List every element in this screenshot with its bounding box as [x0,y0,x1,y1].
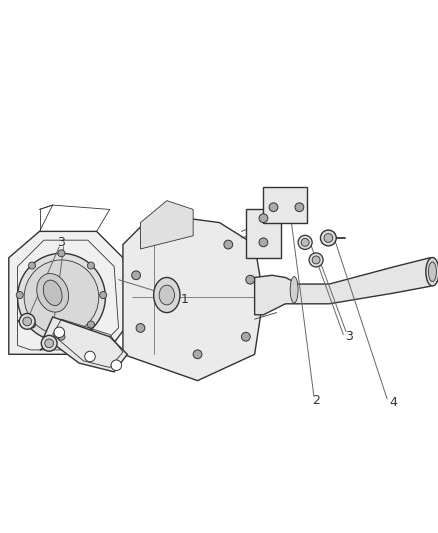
Circle shape [16,292,23,298]
Circle shape [87,321,94,328]
Polygon shape [44,317,127,372]
Circle shape [308,253,322,267]
Text: 3: 3 [57,236,65,249]
Circle shape [258,214,267,223]
Text: 2: 2 [311,394,319,407]
Ellipse shape [425,257,438,286]
Circle shape [28,321,35,328]
Circle shape [193,350,201,359]
Circle shape [136,324,145,333]
Circle shape [58,250,65,257]
Circle shape [311,256,319,264]
Circle shape [268,203,277,212]
Circle shape [131,271,140,280]
Circle shape [111,360,121,370]
Polygon shape [254,258,434,315]
Circle shape [85,351,95,362]
Ellipse shape [427,262,435,281]
Polygon shape [140,200,193,249]
Circle shape [87,262,94,269]
Ellipse shape [43,280,62,305]
Circle shape [18,253,105,341]
Circle shape [23,317,32,326]
Polygon shape [263,188,307,223]
Circle shape [294,203,303,212]
Circle shape [245,275,254,284]
Polygon shape [123,214,263,381]
Circle shape [241,333,250,341]
Circle shape [19,313,35,329]
Polygon shape [245,209,280,258]
Circle shape [320,230,336,246]
Ellipse shape [159,285,174,305]
Circle shape [45,339,53,348]
Circle shape [54,327,64,337]
Text: 3: 3 [344,330,352,343]
Ellipse shape [290,277,297,303]
Circle shape [41,335,57,351]
Text: 4: 4 [388,396,396,409]
Text: 1: 1 [180,293,188,306]
Circle shape [223,240,232,249]
Ellipse shape [37,273,68,312]
Ellipse shape [153,278,180,312]
Circle shape [24,260,99,335]
Circle shape [258,238,267,247]
Circle shape [58,333,65,340]
Circle shape [300,238,308,246]
Circle shape [323,233,332,243]
Polygon shape [9,231,131,354]
Circle shape [297,236,311,249]
Circle shape [99,292,106,298]
Circle shape [28,262,35,269]
